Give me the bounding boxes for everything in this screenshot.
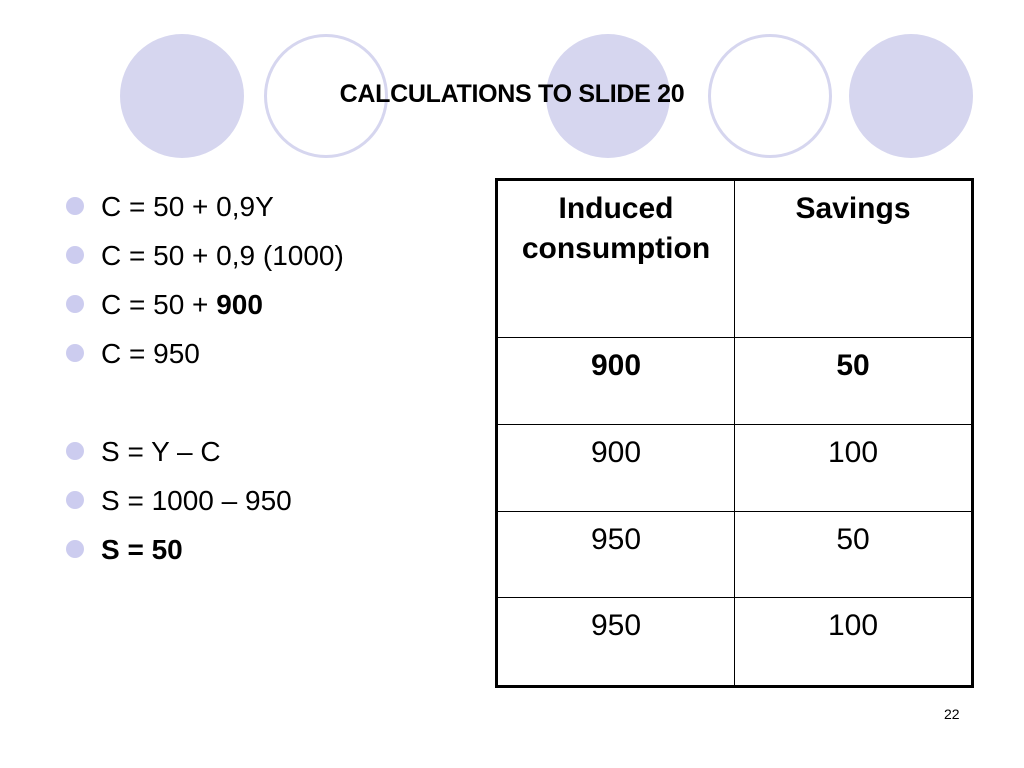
table-cell: 950 <box>496 510 735 599</box>
table-row: 950 100 <box>496 597 973 687</box>
table-cell: 900 <box>496 423 735 512</box>
bullet-item: C = 950 <box>66 335 344 384</box>
bullet-dot-icon <box>66 491 84 509</box>
bullet-text: S = Y – C <box>101 436 221 467</box>
page-number: 22 <box>944 706 960 722</box>
header-savings: Savings <box>734 179 973 338</box>
bullet-item: S = Y – C <box>66 433 344 482</box>
header-induced-consumption: Induced consumption <box>496 179 735 338</box>
table-cell: 50 <box>734 337 973 425</box>
bullet-list: C = 50 + 0,9Y C = 50 + 0,9 (1000) C = 50… <box>66 188 344 580</box>
bullet-text: C = 50 + 0,9Y <box>101 191 274 222</box>
bullet-item: S = 1000 – 950 <box>66 482 344 531</box>
decor-circle-3 <box>546 34 670 158</box>
bullet-text: C = 50 + 0,9 (1000) <box>101 240 344 271</box>
bullet-dot-icon <box>66 295 84 313</box>
table-row: 900 100 <box>496 423 973 512</box>
calculation-table: Induced consumption Savings 900 50 900 1… <box>495 178 974 688</box>
decor-circle-2 <box>264 34 388 158</box>
bullet-bold-text: S = 50 <box>101 534 183 565</box>
decor-circle-5 <box>849 34 973 158</box>
table-cell: 50 <box>734 510 973 599</box>
table-cell: 100 <box>734 423 973 512</box>
bullet-item: C = 50 + 0,9 (1000) <box>66 237 344 286</box>
table-row: 900 50 <box>496 337 973 425</box>
table-cell: 950 <box>496 597 735 687</box>
bullet-text: C = 950 <box>101 338 200 369</box>
bullet-dot-icon <box>66 344 84 362</box>
bullet-dot-icon <box>66 197 84 215</box>
table-header-row: Induced consumption Savings <box>496 179 973 338</box>
bullet-item: S = 50 <box>66 531 344 580</box>
table-row: 950 50 <box>496 510 973 599</box>
table-cell: 100 <box>734 597 973 687</box>
bullet-text: C = 50 + <box>101 289 217 320</box>
slide-title: CALCULATIONS TO SLIDE 20 <box>339 80 685 108</box>
bullet-bold-text: 900 <box>216 289 263 320</box>
decor-circle-4 <box>708 34 832 158</box>
bullet-dot-icon <box>66 246 84 264</box>
bullet-dot-icon <box>66 442 84 460</box>
bullet-dot-icon <box>66 540 84 558</box>
bullet-item: C = 50 + 900 <box>66 286 344 335</box>
bullet-item: C = 50 + 0,9Y <box>66 188 344 237</box>
decor-circle-1 <box>120 34 244 158</box>
table-cell: 900 <box>496 337 735 425</box>
bullet-text: S = 1000 – 950 <box>101 485 292 516</box>
